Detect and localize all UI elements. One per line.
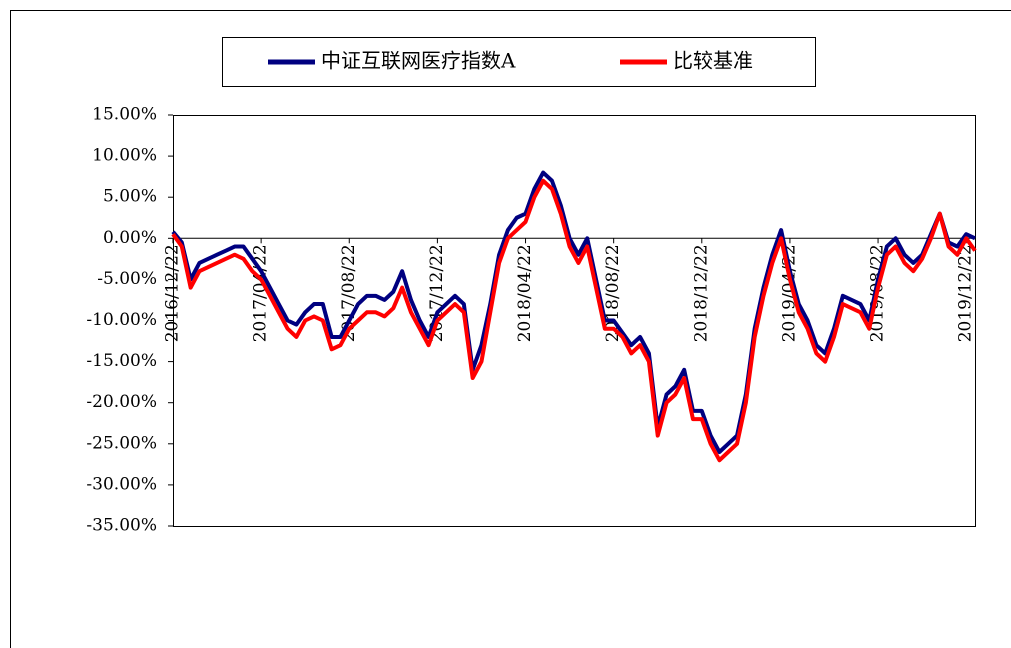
legend: 中证互联网医疗指数A 比较基准 (222, 37, 816, 87)
x-tick-label: 2016/12/22 (163, 244, 183, 342)
x-tick-label: 2018/08/22 (603, 244, 623, 342)
y-tick-label: -5.00% (97, 269, 157, 289)
x-tick-label: 2017/08/22 (339, 244, 359, 342)
y-tick-label: -10.00% (86, 310, 157, 330)
y-tick-label: 5.00% (103, 187, 157, 207)
series-line (171, 178, 977, 463)
legend-label: 中证互联网医疗指数A (321, 49, 516, 73)
y-tick-label: -20.00% (86, 392, 157, 412)
y-tick-label: -35.00% (86, 516, 157, 536)
x-tick-label: 2019/04/22 (779, 244, 799, 342)
plot-area (173, 115, 976, 527)
x-tick-label: 2017/04/22 (251, 244, 271, 342)
y-tick-label: -25.00% (86, 433, 157, 453)
x-tick-label: 2018/12/22 (691, 244, 711, 342)
legend-box (222, 37, 816, 87)
legend-label: 比较基准 (673, 49, 753, 73)
y-tick-label: -15.00% (86, 351, 157, 371)
y-tick-label: 15.00% (92, 105, 157, 125)
x-tick-label: 2019/12/22 (956, 244, 976, 342)
y-tick-label: 10.00% (92, 146, 157, 166)
y-tick-label: -30.00% (86, 474, 157, 494)
x-tick-label: 2018/04/22 (515, 244, 535, 342)
series-line (171, 170, 976, 455)
y-tick-label: 0.00% (103, 228, 157, 248)
